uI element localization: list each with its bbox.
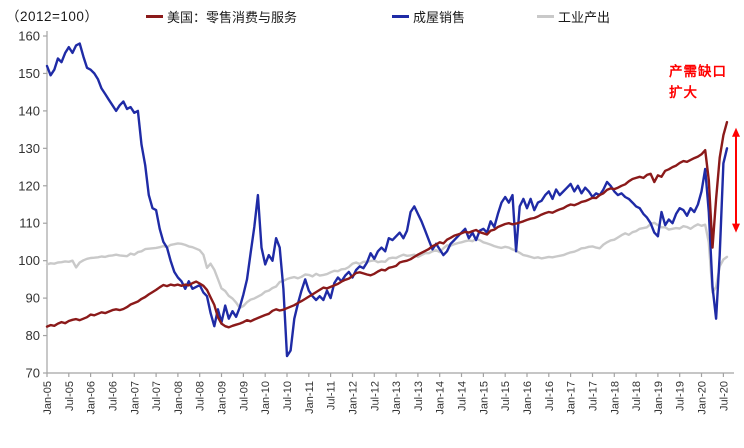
y-tick-label: 130: [18, 141, 40, 156]
y-tick-label: 90: [26, 291, 40, 306]
x-tick-label: Jul-19: [675, 381, 687, 411]
x-tick-label: Jan-15: [478, 381, 490, 415]
x-tick-label: Jan-11: [304, 381, 316, 414]
legend-item-retail: 美国：零售消费与服务: [146, 7, 297, 25]
x-tick-label: Jul-10: [282, 381, 294, 411]
x-tick-label: Jul-17: [588, 381, 600, 411]
legend-label-industrial-output: 工业产出: [558, 9, 611, 25]
x-tick-label: Jan-19: [653, 381, 665, 415]
y-tick-label: 70: [26, 366, 40, 381]
series-line-industrial-output: [45, 221, 729, 309]
legend-label-home-sales: 成屋销售: [413, 9, 466, 25]
x-tick-label: Jan-08: [173, 381, 185, 415]
retail-series-marker-icon: [146, 14, 163, 18]
x-tick-label: Jul-06: [108, 381, 120, 411]
y-tick-label: 160: [18, 29, 40, 44]
home-sales-series-marker-icon: [392, 14, 409, 18]
x-tick-label: Jan-05: [42, 381, 54, 415]
x-tick-label: Jul-08: [195, 381, 207, 411]
legend-item-home-sales: 成屋销售: [392, 7, 465, 25]
x-tick-label: Jan-17: [566, 381, 578, 415]
x-tick-label: Jan-16: [522, 381, 534, 415]
series-line-home-sales: [45, 42, 729, 358]
annotation-line-1: 产需缺口: [669, 64, 727, 79]
y-tick-label: 80: [26, 328, 40, 343]
series-line-retail: [45, 120, 729, 329]
x-tick-label: Jul-18: [631, 381, 643, 411]
annotation-line-2: 扩大: [669, 85, 698, 100]
x-tick-label: Jan-12: [348, 381, 360, 415]
x-tick-label: Jan-18: [609, 381, 621, 415]
y-tick-label: 140: [18, 103, 40, 118]
x-tick-label: Jul-07: [151, 381, 163, 411]
x-tick-label: Jul-20: [718, 381, 730, 411]
y-tick-label: 100: [18, 253, 40, 268]
supply-demand-gap-annotation: 产需缺口 扩大: [669, 61, 727, 103]
x-tick-label: Jan-09: [217, 381, 229, 415]
legend-item-industrial-output: 工业产出: [537, 7, 610, 25]
x-tick-label: Jul-09: [238, 381, 250, 411]
x-tick-label: Jan-14: [435, 381, 447, 415]
gap-arrow-head-up-icon: [732, 127, 740, 137]
x-tick-label: Jul-11: [326, 381, 338, 410]
x-tick-label: Jul-12: [369, 381, 381, 411]
gap-arrow-head-down-icon: [732, 223, 740, 233]
y-tick-label: 120: [18, 178, 40, 193]
y-tick-label: 110: [19, 216, 40, 231]
x-tick-label: Jan-13: [391, 381, 403, 415]
axis-scale-note: （2012=100）: [6, 9, 99, 24]
legend-label-retail: 美国：零售消费与服务: [167, 9, 298, 25]
industrial-output-series-marker-icon: [537, 14, 554, 18]
x-tick-label: Jul-14: [457, 381, 469, 411]
x-tick-label: Jan-07: [129, 381, 141, 415]
x-tick-label: Jul-05: [64, 381, 76, 411]
chart-legend: 美国：零售消费与服务 成屋销售 工业产出: [0, 7, 744, 25]
x-tick-label: Jul-15: [500, 381, 512, 411]
x-tick-label: Jul-16: [544, 381, 556, 411]
x-tick-label: Jan-06: [86, 381, 98, 415]
x-tick-label: Jan-10: [260, 381, 272, 415]
y-tick-label: 150: [18, 66, 40, 81]
x-tick-label: Jul-13: [413, 381, 425, 411]
x-tick-label: Jan-20: [697, 381, 709, 415]
